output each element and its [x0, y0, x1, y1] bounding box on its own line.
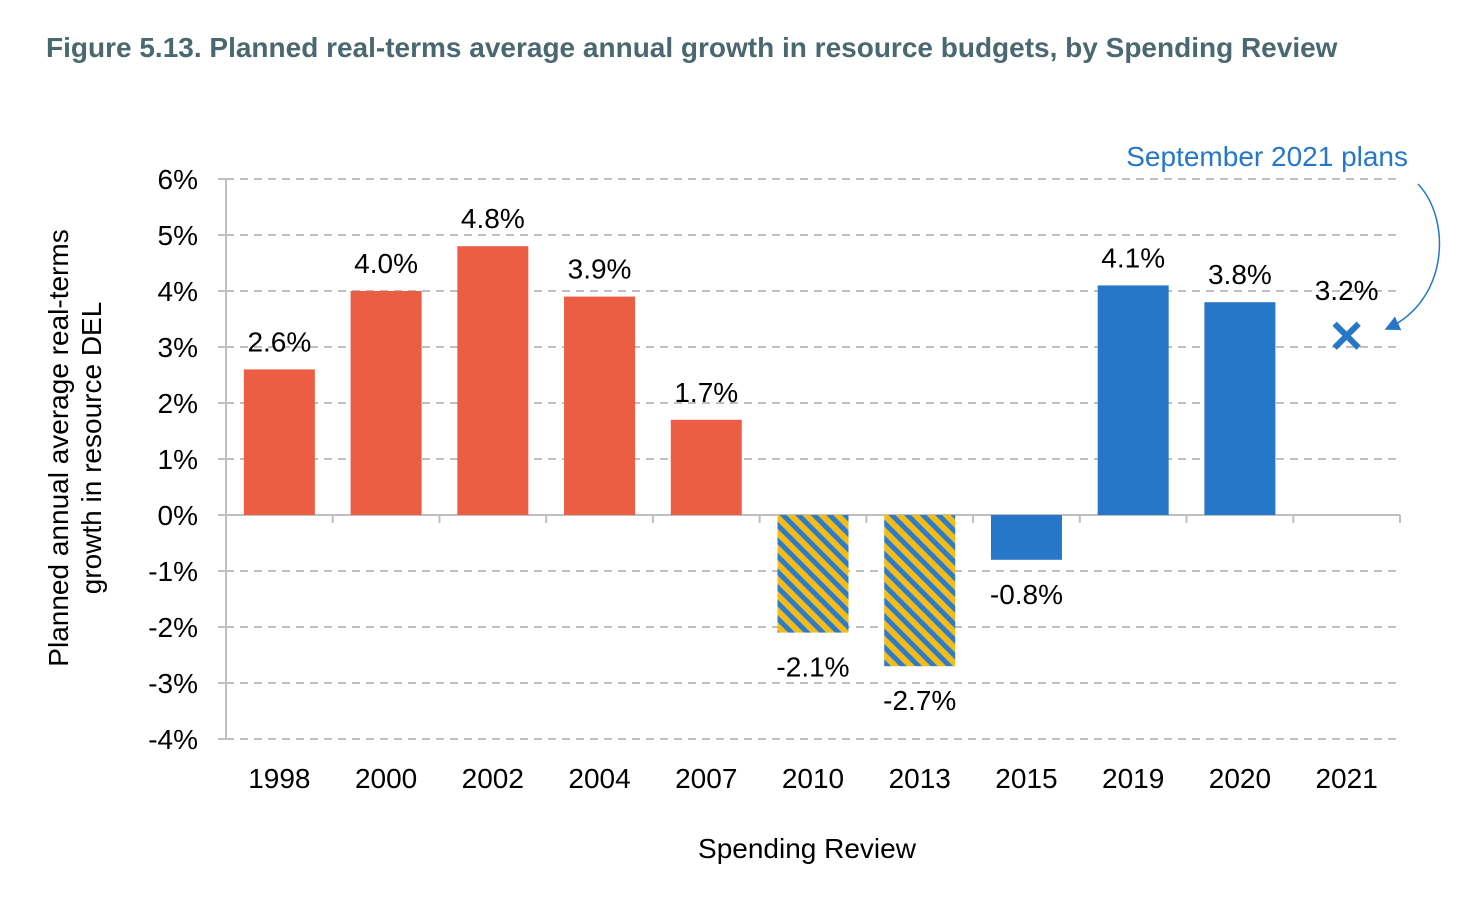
x-tick-label: 2020: [1209, 763, 1271, 794]
axes: 6% 5% 4% 3% 2% 1% 0% -1% -2% -3% -4% 1998 2000 2002 20…: [43, 164, 1401, 864]
y-axis-title-line: Planned annual average real-terms: [43, 229, 74, 666]
y-tick-label: -4%: [148, 724, 198, 755]
x-tick-label: 2007: [675, 763, 737, 794]
y-axis-title-line: growth in resource DEL: [76, 302, 107, 595]
annotation-arrow: [1384, 183, 1441, 331]
x-tick-label: 2000: [355, 763, 417, 794]
bar: [777, 515, 849, 633]
data-label: 2.6%: [247, 326, 311, 357]
data-label: -2.7%: [883, 685, 956, 716]
annotation-text: September 2021 plans: [1126, 141, 1408, 172]
y-tick-label: 6%: [158, 164, 198, 195]
bar: [670, 419, 742, 515]
y-tick-label: 5%: [158, 220, 198, 251]
bar: [243, 369, 315, 515]
bar: [990, 515, 1062, 560]
chart-title: Figure 5.13. Planned real-terms average …: [46, 32, 1338, 63]
x-tick-label: 2004: [568, 763, 630, 794]
bar: [1204, 302, 1276, 515]
y-tick-label: 3%: [158, 332, 198, 363]
data-label: 4.8%: [461, 203, 525, 234]
data-label: 3.8%: [1208, 259, 1272, 290]
x-tick-label: 1998: [248, 763, 310, 794]
data-label: 3.2%: [1315, 275, 1379, 306]
y-tick-label: -1%: [148, 556, 198, 587]
annotation: September 2021 plans: [1126, 141, 1441, 331]
bar: [884, 515, 956, 667]
x-axis-title: Spending Review: [698, 833, 917, 864]
bar: [350, 291, 422, 515]
y-tick-label: 1%: [158, 444, 198, 475]
bar: [457, 246, 529, 515]
x-tick-label: 2019: [1102, 763, 1164, 794]
x-tick-label: 2013: [889, 763, 951, 794]
data-label: 4.0%: [354, 248, 418, 279]
y-tick-label: -3%: [148, 668, 198, 699]
data-label: -0.8%: [990, 579, 1063, 610]
x-tick-label: 2010: [782, 763, 844, 794]
data-label: 4.1%: [1101, 242, 1165, 273]
y-axis-title: Planned annual average real-termsgrowth …: [43, 229, 107, 666]
data-label: 3.9%: [568, 254, 632, 285]
bars: [243, 246, 1361, 667]
bar-marker: [1332, 321, 1361, 350]
y-tick-label: 0%: [158, 500, 198, 531]
y-tick-label: 2%: [158, 388, 198, 419]
data-label: 1.7%: [674, 377, 738, 408]
bar: [564, 296, 636, 515]
y-tick-label: 4%: [158, 276, 198, 307]
x-tick-label: 2002: [462, 763, 524, 794]
bar: [1097, 285, 1169, 515]
y-tick-label: -2%: [148, 612, 198, 643]
x-tick-label: 2015: [995, 763, 1057, 794]
x-tick-label: 2021: [1315, 763, 1377, 794]
data-label: -2.1%: [776, 652, 849, 683]
data-labels: 2.6% 4.0% 4.8% 3.9% 1.7% -2.1% -2.7% -0.8% 4.1% 3…: [247, 203, 1378, 716]
